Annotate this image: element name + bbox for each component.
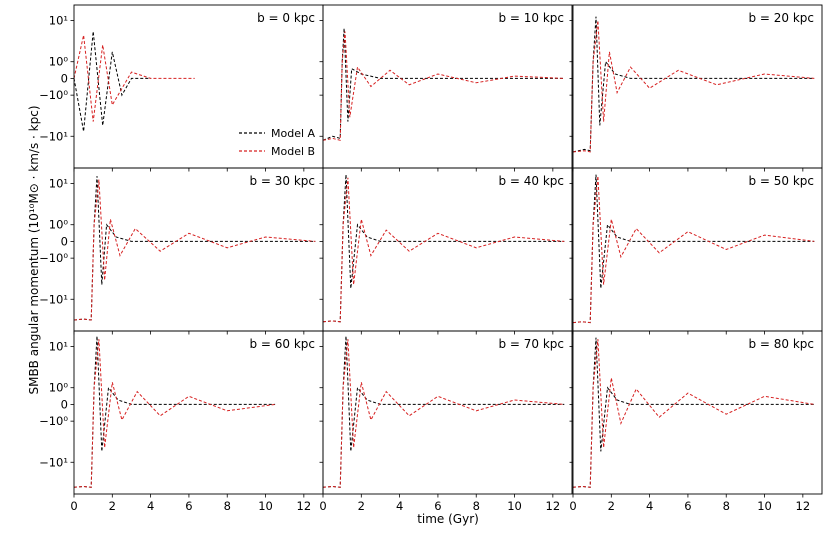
x-tick-label: 2: [608, 499, 615, 513]
y-tick-label: 0: [61, 71, 68, 85]
panel-label: b = 0 kpc: [257, 11, 315, 25]
panel-frame: [572, 167, 823, 332]
model-b-line-1: [74, 35, 195, 122]
panel-4: 10¹ 10⁰ 0 −10⁰ −10¹ b = 30 kpc: [39, 167, 324, 335]
y-tick-label: 10¹: [49, 340, 68, 354]
panel-label: b = 60 kpc: [249, 337, 315, 351]
panel-6: b = 50 kpc: [569, 167, 823, 335]
panel-frame: [73, 167, 324, 332]
model-b-line-4: [74, 179, 316, 321]
model-a-line-4: [74, 176, 316, 321]
x-tick-label: 0: [569, 499, 576, 513]
panel-label: b = 30 kpc: [249, 174, 315, 188]
x-tick-label: 12: [796, 499, 811, 513]
x-tick-label: 0: [70, 499, 77, 513]
model-a-line-5: [323, 174, 565, 323]
x-tick-label: 12: [546, 499, 561, 513]
model-a-line-2: [323, 28, 565, 141]
model-b-line-9: [573, 339, 815, 488]
y-tick-label: 0: [61, 234, 68, 248]
model-a-line-9: [573, 337, 815, 488]
x-tick-label: 8: [723, 499, 730, 513]
panels-layer: 10¹ 10⁰ 0 −10⁰ −10¹ b = 0 kpc b = 10 kpc b = 20…: [39, 4, 823, 513]
x-tick-label: 10: [757, 499, 772, 513]
model-b-line-2: [323, 31, 565, 141]
y-tick-label: −10⁰: [39, 251, 68, 265]
x-tick-label: 10: [258, 499, 273, 513]
x-tick-label: 4: [396, 499, 403, 513]
x-tick-label: 6: [434, 499, 441, 513]
model-b-line-7: [74, 339, 276, 488]
model-b-line-6: [573, 176, 815, 324]
x-tick-label: 8: [473, 499, 480, 513]
legend: Model A Model B: [239, 127, 316, 158]
y-tick-label: −10⁰: [39, 88, 68, 102]
y-tick-label: 10⁰: [49, 381, 69, 395]
panel-frame: [322, 4, 573, 169]
x-tick-label: 12: [297, 499, 312, 513]
y-tick-label: −10¹: [39, 292, 68, 306]
y-tick-label: 10⁰: [49, 218, 69, 232]
panel-3: b = 20 kpc: [569, 4, 823, 172]
panel-label: b = 70 kpc: [498, 337, 564, 351]
x-tick-label: 8: [224, 499, 231, 513]
y-tick-label: −10¹: [39, 129, 68, 143]
model-a-line-6: [573, 174, 815, 324]
panel-9: 0 2 4 6 8 10 12 b = 80 kpc: [569, 330, 823, 513]
model-b-line-8: [323, 339, 565, 488]
panel-1: 10¹ 10⁰ 0 −10⁰ −10¹ b = 0 kpc: [39, 4, 324, 172]
x-tick-label: 4: [147, 499, 154, 513]
model-a-line-3: [573, 16, 815, 153]
y-tick-label: 10⁰: [49, 55, 69, 69]
x-tick-label: 2: [109, 499, 116, 513]
x-tick-label: 6: [684, 499, 691, 513]
y-tick-label: −10¹: [39, 455, 68, 469]
x-tick-label: 6: [185, 499, 192, 513]
panel-label: b = 80 kpc: [748, 337, 814, 351]
model-b-line-5: [323, 177, 565, 323]
legend-label: Model B: [271, 145, 315, 158]
panel-frame: [322, 330, 573, 495]
panel-label: b = 40 kpc: [498, 174, 564, 188]
x-tick-label: 2: [358, 499, 365, 513]
panel-frame: [322, 167, 573, 332]
panel-5: b = 40 kpc: [319, 167, 573, 335]
panel-frame: [572, 4, 823, 169]
panel-frame: [73, 4, 324, 169]
panel-label: b = 10 kpc: [498, 11, 564, 25]
panel-7: 10¹ 10⁰ 0 −10⁰ −10¹ 0 2 4 6 8 10 12 b = 60 kpc: [39, 330, 324, 513]
model-a-line-7: [74, 336, 276, 488]
y-tick-label: 10¹: [49, 177, 68, 191]
panel-frame: [572, 330, 823, 495]
x-axis-title: time (Gyr): [417, 512, 479, 526]
panel-2: b = 10 kpc: [319, 4, 573, 172]
legend-label: Model A: [271, 127, 316, 140]
model-b-line-3: [573, 20, 815, 153]
x-tick-label: 0: [319, 499, 326, 513]
panel-label: b = 20 kpc: [748, 11, 814, 25]
model-a-line-1: [74, 31, 151, 132]
model-a-line-8: [323, 336, 565, 488]
y-tick-label: −10⁰: [39, 414, 68, 428]
panel-8: 0 2 4 6 8 10 12 b = 70 kpc: [319, 330, 573, 513]
panel-label: b = 50 kpc: [748, 174, 814, 188]
x-tick-label: 10: [507, 499, 522, 513]
y-tick-label: 10¹: [49, 14, 68, 28]
y-tick-label: 0: [61, 397, 68, 411]
y-axis-title: SMBB angular momentum (10¹⁰M⊙ · km/s · k…: [27, 105, 41, 394]
x-tick-label: 4: [646, 499, 653, 513]
panel-frame: [73, 330, 324, 495]
